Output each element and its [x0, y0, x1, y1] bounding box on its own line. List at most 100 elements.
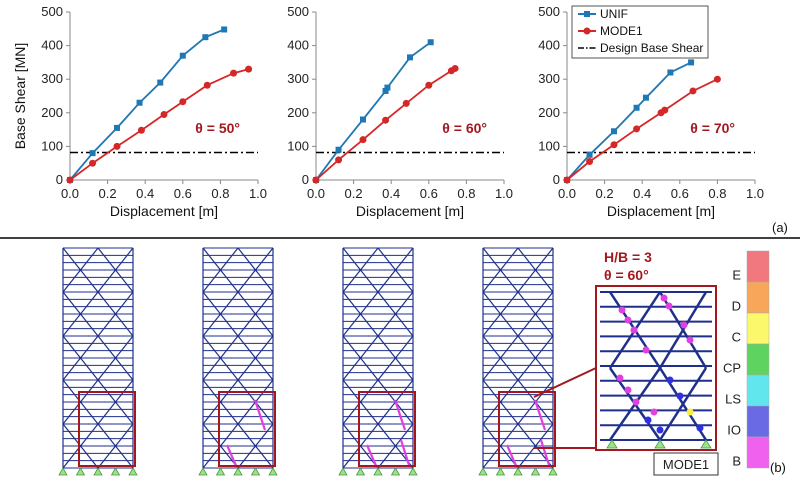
point-unif: [667, 69, 674, 76]
support-icon: [373, 467, 383, 476]
diagrid-frame: [478, 247, 558, 476]
plastic-hinge-marker: [666, 376, 674, 384]
y-tick-label: 0: [553, 172, 560, 187]
support-icon: [700, 439, 712, 449]
support-icon: [530, 467, 541, 476]
diagonal: [535, 269, 554, 293]
diagonal: [342, 313, 361, 337]
diagonal: [342, 291, 361, 315]
colorbar-label: IO: [727, 423, 741, 438]
diagonal: [237, 357, 256, 381]
diagonal: [342, 357, 361, 381]
point-mode1: [137, 126, 145, 134]
diagonal: [220, 357, 239, 381]
diagonal: [62, 247, 81, 271]
point-unif: [89, 150, 96, 157]
x-tick-label: 0.4: [136, 186, 154, 201]
diagonal: [97, 401, 116, 425]
point-unif: [407, 54, 413, 61]
point-unif: [179, 52, 186, 59]
diagonal: [202, 357, 221, 381]
y-tick-label: 500: [287, 4, 309, 19]
diagonal: [517, 401, 536, 425]
diagonal: [97, 291, 116, 315]
charts-layer: 0 100 200 300 400 500 0.0 0.2 0.4 0.6 0.8 1.0 Displa…: [12, 4, 764, 219]
diagonal: [482, 313, 501, 337]
support-icon: [513, 467, 523, 476]
support-icon: [75, 467, 86, 476]
diagonal: [535, 313, 554, 337]
plastic-hinge-marker: [616, 374, 624, 382]
diagonal: [342, 423, 361, 447]
diagonal: [500, 335, 519, 359]
diagonal: [80, 291, 99, 315]
y-tick-label: 100: [41, 138, 63, 153]
diagonal: [255, 423, 274, 447]
diagonal: [360, 335, 379, 359]
diagonal: [62, 379, 81, 403]
highlight-box: [218, 391, 276, 467]
diagonal: [342, 247, 361, 271]
diagonal: [80, 357, 99, 381]
series-line-mode1: [315, 67, 456, 181]
diagonal: [377, 291, 396, 315]
diagonal: [395, 269, 414, 293]
diagonal: [80, 335, 99, 359]
diagonal: [237, 445, 256, 469]
inset-detail: H/B = 3 θ = 60° MODE1: [533, 249, 719, 476]
plastic-hinge-segment: [225, 444, 239, 469]
plastic-hinge-marker: [632, 398, 640, 406]
diagonal: [482, 445, 501, 469]
point-unif: [360, 116, 366, 123]
y-tick-label: 300: [287, 71, 309, 86]
diagonal: [62, 291, 81, 315]
point-unif: [221, 26, 228, 33]
point-mode1: [689, 87, 697, 95]
diagonal: [482, 335, 501, 359]
x-tick-label: 0.6: [420, 186, 438, 201]
frames-layer: [58, 247, 558, 476]
point-mode1: [335, 156, 343, 164]
diagonal: [342, 335, 361, 359]
legend-unif-label: UNIF: [600, 7, 628, 21]
colorbar-label: LS: [725, 392, 741, 407]
inset-diagonal: [658, 291, 708, 369]
mode-label: MODE1: [663, 457, 709, 472]
diagonal: [517, 335, 536, 359]
diagonal: [202, 445, 221, 469]
support-icon: [215, 467, 226, 476]
plastic-hinge-marker: [686, 336, 694, 344]
y-tick-label: 400: [287, 38, 309, 53]
plastic-hinge-marker: [624, 316, 632, 324]
support-icon: [198, 467, 208, 476]
colorbar-segment: [746, 343, 770, 376]
support-icon: [408, 467, 418, 476]
x-tick-label: 0.2: [99, 186, 117, 201]
diagonal: [237, 401, 256, 425]
diagonal: [115, 291, 134, 315]
point-mode1: [382, 116, 390, 124]
y-tick-label: 300: [538, 71, 560, 86]
y-tick-label: 200: [41, 105, 63, 120]
diagonal: [255, 445, 274, 469]
plastic-hinge-marker: [642, 346, 650, 354]
diagonal: [482, 401, 501, 425]
diagonal: [202, 269, 221, 293]
x-tick-label: 0.2: [345, 186, 363, 201]
diagonal: [395, 401, 414, 425]
point-unif: [384, 84, 391, 91]
diagonal: [500, 313, 519, 337]
diagonal: [97, 247, 116, 271]
theta-annotation: θ = 60°: [442, 120, 487, 136]
diagonal: [202, 379, 221, 403]
point-mode1: [586, 158, 594, 166]
x-tick-label: 0.8: [457, 186, 475, 201]
point-unif: [202, 34, 209, 41]
support-icon: [390, 467, 401, 476]
support-icon: [654, 439, 666, 449]
diagonal: [482, 379, 501, 403]
support-icon: [110, 467, 121, 476]
diagonal: [535, 291, 554, 315]
diagonal: [80, 401, 99, 425]
mode-label-box: [653, 452, 719, 476]
